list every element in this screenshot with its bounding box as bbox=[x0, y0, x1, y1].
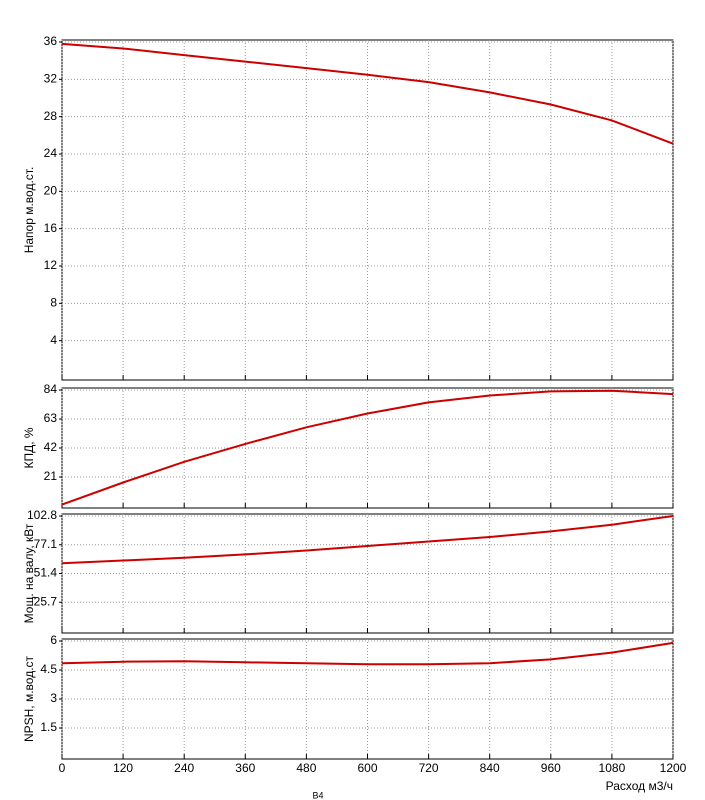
x-tick-label: 840 bbox=[480, 761, 500, 775]
y-tick-label: 42 bbox=[44, 440, 58, 454]
line-series bbox=[61, 515, 674, 565]
y-tick-label: 21 bbox=[44, 469, 58, 483]
y-tick-label: 1.5 bbox=[40, 720, 57, 734]
y-tick-label: 4 bbox=[50, 333, 57, 347]
x-tick-label: 240 bbox=[174, 761, 194, 775]
y-tick-label: 16 bbox=[44, 221, 58, 235]
y-tick-label: 36 bbox=[44, 34, 58, 48]
y-tick-label: 12 bbox=[44, 258, 58, 272]
y-axis-label: КПД, % bbox=[22, 427, 36, 468]
x-tick-label: 960 bbox=[541, 761, 561, 775]
y-tick-label: 4.5 bbox=[40, 662, 57, 676]
y-tick-label: 8 bbox=[50, 296, 57, 310]
x-tick-label: 120 bbox=[113, 761, 133, 775]
y-axis-label: Мощ. на валу, кВт bbox=[22, 523, 36, 623]
x-tick-label: 0 bbox=[59, 761, 66, 775]
x-axis-label: Расход м3/ч bbox=[606, 779, 673, 793]
line-series bbox=[61, 389, 674, 506]
y-tick-label: 84 bbox=[44, 382, 58, 396]
y-tick-label: 24 bbox=[44, 146, 58, 160]
line-series bbox=[61, 641, 674, 666]
line-series bbox=[61, 42, 674, 145]
x-tick-label: 720 bbox=[419, 761, 439, 775]
x-tick-label: 1080 bbox=[599, 761, 626, 775]
y-tick-label: 3 bbox=[50, 691, 57, 705]
y-tick-label: 77.1 bbox=[34, 537, 58, 551]
x-tick-label: 360 bbox=[235, 761, 255, 775]
y-tick-label: 51.4 bbox=[34, 566, 58, 580]
x-tick-label: 480 bbox=[296, 761, 316, 775]
annotation: В4 bbox=[312, 790, 323, 800]
x-tick-label: 1200 bbox=[660, 761, 687, 775]
y-tick-label: 20 bbox=[44, 184, 58, 198]
y-tick-label: 28 bbox=[44, 109, 58, 123]
y-axis-label: Напор м.вод.ст. bbox=[22, 167, 36, 254]
y-tick-label: 102.8 bbox=[27, 508, 57, 522]
x-tick-label: 600 bbox=[357, 761, 377, 775]
y-axis-label: NPSH, м.вод.ст bbox=[22, 655, 36, 742]
y-tick-label: 63 bbox=[44, 411, 58, 425]
y-tick-label: 32 bbox=[44, 72, 58, 86]
y-tick-label: 6 bbox=[50, 633, 57, 647]
y-tick-label: 25.7 bbox=[34, 594, 58, 608]
